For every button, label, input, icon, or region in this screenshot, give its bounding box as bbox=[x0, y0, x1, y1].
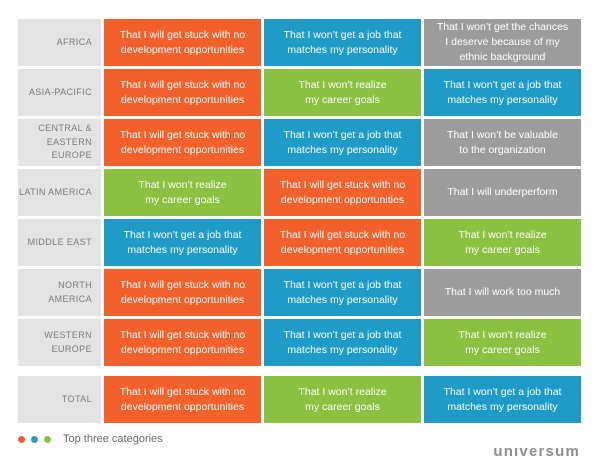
universum-logo: unıversum bbox=[493, 443, 580, 460]
fear-cell: That I won’t get a job that matches my p… bbox=[264, 19, 421, 66]
fears-by-region-table: AFRICA That I will get stuck with no dev… bbox=[18, 19, 581, 366]
fear-cell: That I won’t realize my career goals bbox=[264, 376, 421, 423]
fear-cell: That I won’t get a job that matches my p… bbox=[264, 119, 421, 166]
fear-cell: That I will get stuck with no developmen… bbox=[104, 319, 261, 366]
fear-cell: That I won’t get a job that matches my p… bbox=[424, 376, 581, 423]
legend-dot-blue-icon bbox=[31, 435, 38, 443]
region-label: LATIN AMERICA bbox=[18, 169, 101, 216]
fear-cell: That I will get stuck with no developmen… bbox=[104, 69, 261, 116]
fear-cell: That I won’t get a job that matches my p… bbox=[424, 69, 581, 116]
fear-cell: That I won’t get a job that matches my p… bbox=[264, 269, 421, 316]
fear-cell: That I won’t realize my career goals bbox=[424, 319, 581, 366]
fear-cell: That I won’t be valuable to the organiza… bbox=[424, 119, 581, 166]
fear-cell: That I won’t get the chances I deserve b… bbox=[424, 19, 581, 66]
region-label: WESTERN EUROPE bbox=[18, 319, 101, 366]
fear-cell: That I will get stuck with no developmen… bbox=[264, 169, 421, 216]
fear-cell: That I won’t realize my career goals bbox=[264, 69, 421, 116]
fear-cell: That I won’t realize my career goals bbox=[424, 219, 581, 266]
fear-cell: That I will work too much bbox=[424, 269, 581, 316]
region-label: MIDDLE EAST bbox=[18, 219, 101, 266]
fear-cell: That I will underperform bbox=[424, 169, 581, 216]
fear-cell: That I won’t get a job that matches my p… bbox=[104, 219, 261, 266]
legend-dot-green-icon bbox=[44, 435, 51, 443]
legend: Top three categories bbox=[18, 432, 163, 446]
region-label: NORTH AMERICA bbox=[18, 269, 101, 316]
legend-dot-orange-icon bbox=[18, 435, 25, 443]
fear-cell: That I will get stuck with no developmen… bbox=[264, 219, 421, 266]
region-label: ASIA-PACIFIC bbox=[18, 69, 101, 116]
total-row: TOTAL That I will get stuck with no deve… bbox=[18, 376, 581, 423]
fear-cell: That I will get stuck with no developmen… bbox=[104, 269, 261, 316]
region-label: AFRICA bbox=[18, 19, 101, 66]
region-label: CENTRAL & EASTERN EUROPE bbox=[18, 119, 101, 166]
legend-label: Top three categories bbox=[63, 433, 163, 445]
region-label-total: TOTAL bbox=[18, 376, 101, 423]
fear-cell: That I will get stuck with no developmen… bbox=[104, 119, 261, 166]
fear-cell: That I will get stuck with no developmen… bbox=[104, 19, 261, 66]
fear-cell: That I won’t realize my career goals bbox=[104, 169, 261, 216]
fear-cell: That I won’t get a job that matches my p… bbox=[264, 319, 421, 366]
fear-cell: That I will get stuck with no developmen… bbox=[104, 376, 261, 423]
